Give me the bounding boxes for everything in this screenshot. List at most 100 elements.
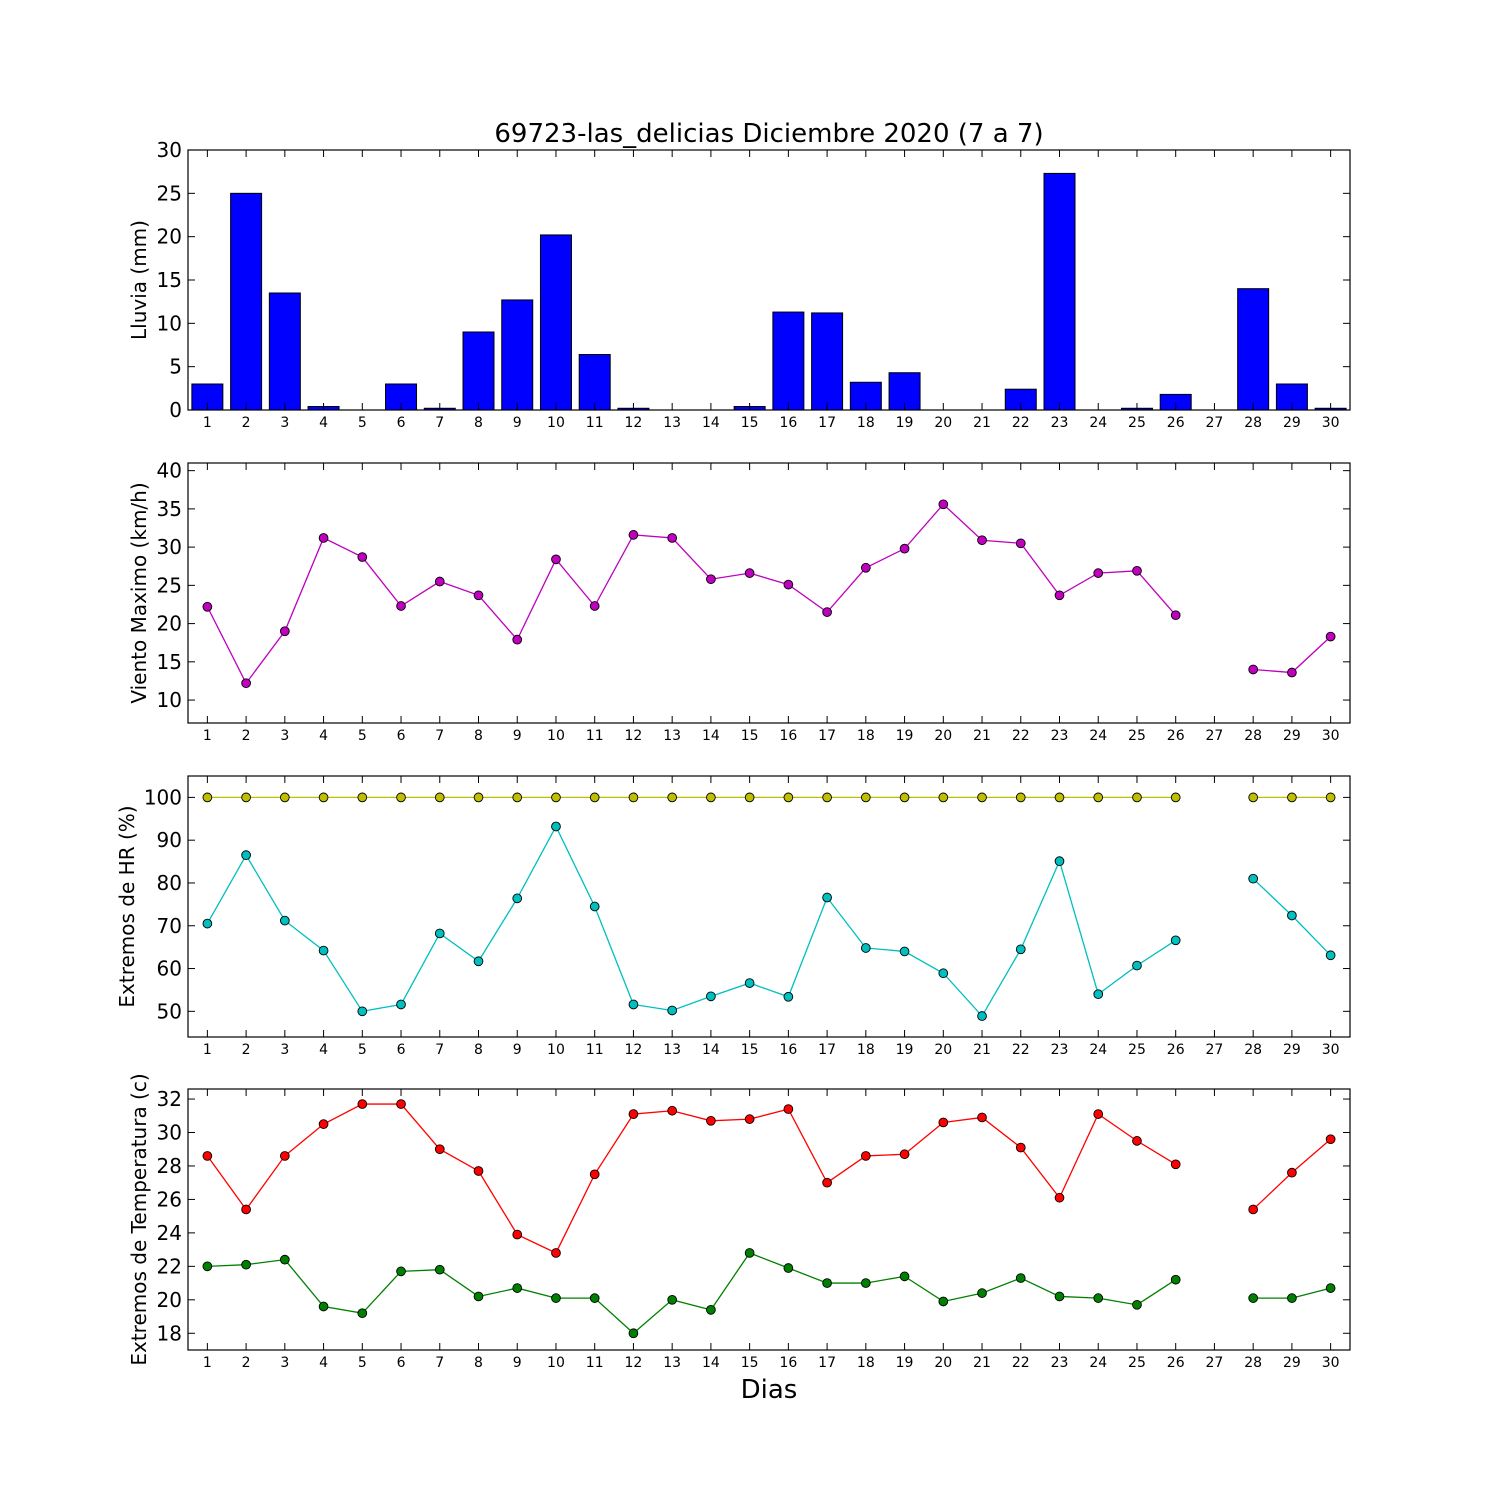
x-tick-label: 29 bbox=[1283, 1042, 1301, 1058]
x-tick-label: 21 bbox=[973, 415, 991, 431]
bar-day-2 bbox=[230, 192, 263, 411]
x-tick-label: 19 bbox=[896, 415, 914, 431]
y-tick-label: 60 bbox=[157, 957, 182, 981]
point-s1-day-4 bbox=[318, 533, 329, 543]
y-tick-label: 80 bbox=[157, 871, 182, 895]
point-s2-day-28 bbox=[1248, 1293, 1259, 1303]
x-tick-label: 7 bbox=[435, 415, 444, 431]
point-s1-day-16 bbox=[783, 792, 794, 803]
x-tick-label: 18 bbox=[857, 1355, 875, 1371]
point-s1-day-7 bbox=[434, 792, 445, 803]
point-s1-day-19 bbox=[899, 1149, 910, 1160]
x-tick-label: 25 bbox=[1128, 415, 1146, 431]
point-s2-day-23 bbox=[1054, 1291, 1065, 1302]
point-s2-day-18 bbox=[860, 943, 871, 953]
x-tick-label: 18 bbox=[857, 1042, 875, 1058]
x-tick-label: 28 bbox=[1244, 728, 1262, 744]
point-s2-day-3 bbox=[279, 915, 290, 926]
x-tick-label: 24 bbox=[1089, 1355, 1107, 1371]
x-tick-label: 11 bbox=[586, 415, 604, 431]
y-tick-label: 70 bbox=[157, 914, 182, 938]
x-tick-label: 30 bbox=[1322, 728, 1340, 744]
x-tick-label: 22 bbox=[1012, 415, 1030, 431]
point-s1-day-12 bbox=[628, 792, 639, 803]
plot-frame bbox=[187, 1088, 1351, 1351]
point-s1-day-20 bbox=[938, 792, 949, 803]
point-s1-day-18 bbox=[860, 1151, 871, 1161]
point-s2-day-22 bbox=[1015, 944, 1026, 955]
x-tick-label: 28 bbox=[1244, 1355, 1262, 1371]
x-tick-label: 16 bbox=[779, 415, 797, 431]
point-s1-day-6 bbox=[396, 1099, 406, 1109]
point-s2-day-24 bbox=[1093, 1293, 1104, 1303]
point-s1-day-2 bbox=[241, 1204, 251, 1215]
point-s1-day-18 bbox=[860, 562, 871, 573]
point-s1-day-8 bbox=[473, 792, 484, 803]
point-s1-day-14 bbox=[706, 1115, 716, 1126]
bar-day-8 bbox=[462, 331, 495, 411]
y-tick-label: 26 bbox=[157, 1187, 182, 1211]
x-tick-label: 16 bbox=[779, 728, 797, 744]
x-tick-label: 4 bbox=[319, 415, 328, 431]
y-tick-label: 25 bbox=[157, 573, 182, 597]
point-s1-day-11 bbox=[589, 792, 600, 803]
point-s1-day-10 bbox=[551, 554, 561, 565]
point-s1-day-12 bbox=[628, 530, 639, 540]
point-s1-day-10 bbox=[551, 1248, 561, 1258]
x-tick-label: 23 bbox=[1051, 1042, 1069, 1058]
x-tick-label: 20 bbox=[934, 728, 952, 744]
x-tick-label: 20 bbox=[934, 1042, 952, 1058]
point-s1-day-28 bbox=[1248, 664, 1259, 675]
x-tick-label: 12 bbox=[625, 1042, 643, 1058]
x-tick-label: 23 bbox=[1051, 728, 1069, 744]
point-s2-day-6 bbox=[396, 1266, 406, 1277]
point-s2-day-20 bbox=[938, 1296, 949, 1307]
y-tick-label: 25 bbox=[157, 181, 182, 205]
point-s1-day-11 bbox=[589, 601, 600, 611]
x-tick-label: 21 bbox=[973, 1355, 991, 1371]
point-s1-day-3 bbox=[279, 1151, 290, 1161]
x-tick-label: 6 bbox=[397, 728, 406, 744]
x-tick-label: 19 bbox=[896, 1042, 914, 1058]
point-s1-day-26 bbox=[1170, 792, 1181, 803]
point-s2-day-4 bbox=[318, 945, 329, 956]
x-tick-label: 25 bbox=[1128, 1355, 1146, 1371]
x-tick-label: 29 bbox=[1283, 728, 1301, 744]
x-tick-label: 20 bbox=[934, 415, 952, 431]
point-s1-day-25 bbox=[1132, 1136, 1142, 1146]
point-s1-day-4 bbox=[318, 792, 329, 803]
series-1-line bbox=[206, 503, 1177, 685]
point-s1-day-2 bbox=[241, 678, 251, 689]
bar-day-10 bbox=[539, 234, 572, 411]
x-tick-label: 23 bbox=[1051, 415, 1069, 431]
x-tick-label: 27 bbox=[1206, 1355, 1224, 1371]
x-tick-label: 11 bbox=[586, 1042, 604, 1058]
series-1-line bbox=[206, 1103, 1177, 1254]
point-s2-day-8 bbox=[473, 1291, 484, 1302]
point-s1-day-3 bbox=[279, 626, 290, 637]
x-tick-label: 10 bbox=[547, 1042, 565, 1058]
point-s2-day-28 bbox=[1248, 873, 1259, 884]
point-s1-day-14 bbox=[706, 792, 716, 803]
x-tick-label: 30 bbox=[1322, 415, 1340, 431]
x-tick-label: 4 bbox=[319, 1042, 328, 1058]
x-tick-label: 1 bbox=[203, 415, 212, 431]
point-s2-day-13 bbox=[667, 1005, 678, 1016]
bar-day-9 bbox=[501, 299, 534, 411]
point-s2-day-15 bbox=[744, 978, 755, 988]
x-tick-label: 3 bbox=[280, 1042, 289, 1058]
point-s2-day-3 bbox=[279, 1254, 290, 1265]
point-s1-day-4 bbox=[318, 1119, 329, 1129]
point-s1-day-26 bbox=[1170, 610, 1181, 621]
y-tick-label: 20 bbox=[157, 225, 182, 249]
x-tick-label: 17 bbox=[818, 728, 836, 744]
point-s1-day-7 bbox=[434, 576, 445, 587]
x-tick-label: 1 bbox=[203, 1355, 212, 1371]
point-s2-day-1 bbox=[202, 1261, 213, 1272]
point-s1-day-29 bbox=[1287, 792, 1297, 803]
x-tick-label: 16 bbox=[779, 1042, 797, 1058]
x-tick-label: 14 bbox=[702, 728, 720, 744]
x-tick-label: 5 bbox=[358, 1042, 367, 1058]
y-tick-label: 28 bbox=[157, 1154, 182, 1178]
x-tick-label: 4 bbox=[319, 1355, 328, 1371]
